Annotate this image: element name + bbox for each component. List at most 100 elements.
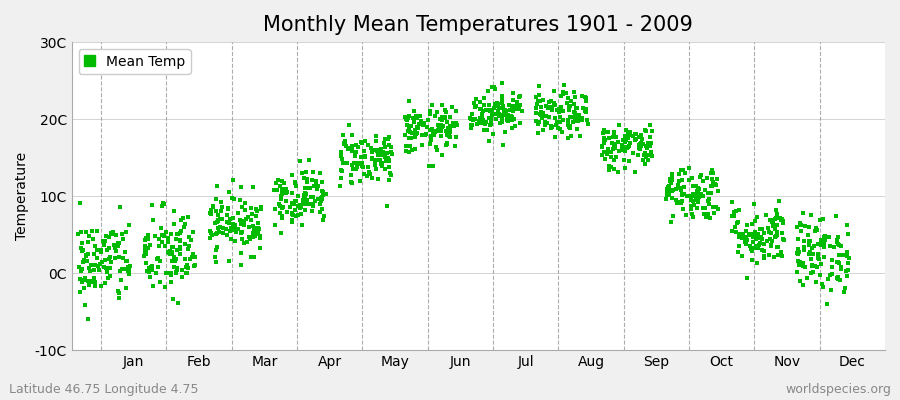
Point xyxy=(544,98,558,104)
Point xyxy=(402,98,417,104)
Point xyxy=(274,190,289,197)
Point xyxy=(561,122,575,128)
Point xyxy=(208,220,222,226)
Point xyxy=(434,128,448,134)
Point xyxy=(291,203,305,209)
Point xyxy=(272,201,286,207)
Point xyxy=(382,142,396,148)
Point xyxy=(209,231,223,238)
Point xyxy=(501,102,516,108)
Point xyxy=(641,157,655,163)
Point xyxy=(187,254,202,260)
Point xyxy=(643,122,657,128)
Point xyxy=(486,110,500,117)
Point xyxy=(494,96,508,103)
Point xyxy=(726,213,741,219)
Point xyxy=(284,172,299,178)
Point xyxy=(762,229,777,236)
Point xyxy=(694,190,708,197)
Point xyxy=(113,268,128,274)
Point xyxy=(776,236,790,242)
Point xyxy=(500,116,514,123)
Point xyxy=(233,196,248,203)
Point xyxy=(407,118,421,125)
Point xyxy=(562,103,577,110)
Point xyxy=(686,198,700,204)
Point xyxy=(496,142,510,148)
Point xyxy=(484,112,499,118)
Point xyxy=(628,131,643,138)
Point xyxy=(622,129,636,136)
Point xyxy=(175,274,189,280)
Point xyxy=(185,229,200,235)
Point xyxy=(536,127,550,134)
Point xyxy=(346,147,360,153)
Point xyxy=(104,259,119,266)
Point xyxy=(209,208,223,214)
Point xyxy=(776,218,790,224)
Point xyxy=(443,114,457,120)
Point xyxy=(333,183,347,189)
Point xyxy=(664,171,679,177)
Point xyxy=(495,100,509,106)
Point xyxy=(678,170,692,176)
Point xyxy=(628,169,643,175)
Point xyxy=(665,188,680,194)
Point xyxy=(620,135,634,142)
Point xyxy=(618,136,633,143)
Point xyxy=(185,254,200,260)
Point xyxy=(139,260,153,266)
Point xyxy=(606,134,620,140)
Point xyxy=(707,181,722,188)
Point xyxy=(725,228,740,235)
Point xyxy=(562,114,577,120)
Point xyxy=(429,144,444,150)
Point xyxy=(503,117,517,124)
Point xyxy=(141,265,156,272)
Point xyxy=(801,251,815,257)
Point xyxy=(210,182,224,189)
Point xyxy=(597,140,611,146)
Point xyxy=(706,210,721,216)
Point xyxy=(178,241,193,248)
Point xyxy=(603,164,617,170)
Point xyxy=(464,114,478,121)
Point xyxy=(107,242,122,248)
Point xyxy=(814,240,829,246)
Point xyxy=(369,138,383,144)
Point xyxy=(674,192,688,198)
Point xyxy=(704,190,718,196)
Point xyxy=(802,224,816,230)
Point xyxy=(556,91,571,97)
Point xyxy=(216,230,230,236)
Point xyxy=(529,110,544,116)
Point xyxy=(371,176,385,182)
Point xyxy=(297,191,311,198)
Point xyxy=(547,88,562,95)
Point xyxy=(247,230,261,236)
Point xyxy=(476,95,491,101)
Point xyxy=(242,224,256,230)
Point xyxy=(237,222,251,228)
Point xyxy=(759,212,773,218)
Point xyxy=(211,225,225,231)
Point xyxy=(513,93,527,100)
Point xyxy=(838,285,852,291)
Point xyxy=(229,227,243,233)
Point xyxy=(168,268,183,275)
Point xyxy=(273,183,287,189)
Point xyxy=(246,183,260,190)
Point xyxy=(474,119,489,126)
Point xyxy=(732,243,746,250)
Point xyxy=(554,108,568,114)
Point xyxy=(473,114,488,121)
Point xyxy=(674,199,688,205)
Point xyxy=(483,115,498,121)
Point xyxy=(634,141,648,148)
Point xyxy=(338,138,352,145)
Point xyxy=(313,208,328,215)
Point xyxy=(464,111,479,118)
Point xyxy=(212,229,226,236)
Point xyxy=(682,192,697,199)
Point xyxy=(505,114,519,120)
